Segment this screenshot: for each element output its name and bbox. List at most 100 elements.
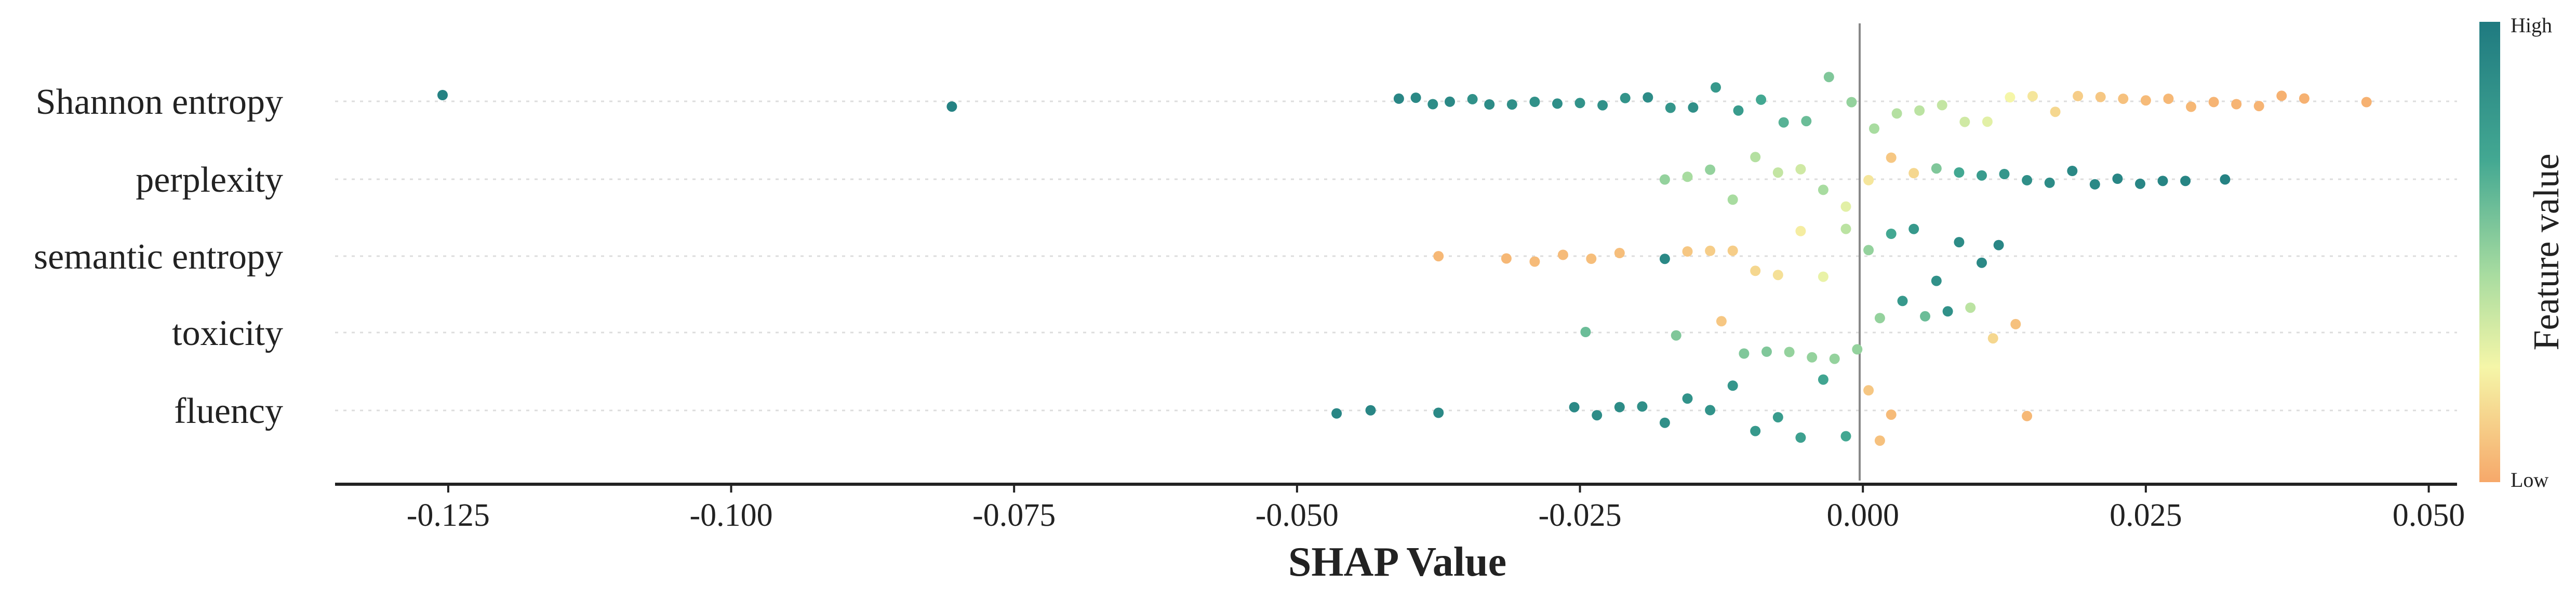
- shap-point: [1756, 94, 1767, 105]
- x-tick-label: -0.075: [972, 498, 1056, 533]
- feature-label: toxicity: [172, 313, 283, 353]
- shap-point: [1886, 229, 1897, 239]
- shap-point: [1982, 116, 1993, 127]
- shap-point: [1840, 431, 1851, 442]
- shap-point: [1920, 311, 1930, 322]
- shap-point: [1739, 348, 1750, 359]
- feature-label: semantic entropy: [34, 237, 283, 277]
- shap-point: [1506, 99, 1517, 110]
- shap-point: [1705, 245, 1716, 256]
- shap-point: [1688, 102, 1699, 113]
- shap-point: [2231, 99, 2242, 110]
- shap-point: [1750, 265, 1761, 276]
- shap-point: [1705, 405, 1716, 416]
- shap-point: [1863, 175, 1874, 185]
- shap-point: [1801, 116, 1812, 127]
- shap-point: [2027, 91, 2038, 102]
- shap-point: [1840, 223, 1851, 234]
- shap-point: [2253, 101, 2264, 112]
- shap-point: [1931, 275, 1942, 286]
- shap-point: [1965, 302, 1976, 313]
- shap-point: [2118, 94, 2129, 104]
- y-axis-feature-labels: Shannon entropy perplexity semantic entrop…: [34, 82, 283, 431]
- shap-point: [1682, 393, 1693, 404]
- shap-point: [2022, 410, 2033, 421]
- shap-point: [1908, 223, 1919, 234]
- feature-label: fluency: [174, 391, 283, 431]
- shap-point: [1750, 426, 1761, 436]
- row-gridlines: [335, 100, 2457, 411]
- shap-point: [1529, 97, 1540, 107]
- shap-point: [2089, 179, 2100, 190]
- shap-point: [1445, 96, 1455, 107]
- colorbar-title: Feature value: [2527, 154, 2567, 351]
- shap-point: [1331, 408, 1342, 419]
- shap-point: [1614, 248, 1625, 258]
- shap-point: [2050, 107, 2061, 117]
- colorbar: [2479, 22, 2500, 482]
- shap-point: [1784, 347, 1795, 357]
- shap-point: [1501, 253, 1512, 264]
- shap-point: [1552, 98, 1563, 109]
- shap-point: [2163, 94, 2174, 104]
- shap-point: [2208, 97, 2219, 108]
- shap-point: [1597, 100, 1608, 111]
- shap-point: [1977, 257, 1987, 268]
- shap-point: [1852, 344, 1863, 355]
- shap-point: [1365, 405, 1376, 416]
- shap-point: [2220, 174, 2231, 185]
- shap-point: [1772, 167, 1783, 178]
- shap-point: [1795, 164, 1806, 175]
- shap-point: [1557, 249, 1568, 260]
- shap-point: [1433, 251, 1444, 262]
- x-tick-label: -0.125: [407, 498, 490, 533]
- shap-point: [1846, 97, 1857, 108]
- shap-point: [1733, 105, 1744, 116]
- shap-point: [1682, 246, 1693, 257]
- shap-point: [1874, 435, 1885, 446]
- shap-point: [2135, 178, 2145, 189]
- shap-point: [1874, 313, 1885, 324]
- shap-point: [1716, 316, 1727, 327]
- shap-point: [1682, 171, 1693, 182]
- shap-point: [2044, 177, 2055, 188]
- shap-point: [1959, 116, 1970, 127]
- shap-point: [1999, 169, 2010, 179]
- shap-point: [1705, 164, 1716, 175]
- x-tick-label: 0.000: [1826, 498, 1899, 533]
- shap-point: [1727, 380, 1738, 391]
- shap-point: [1427, 99, 1438, 110]
- colorbar-low-label: Low: [2511, 468, 2548, 491]
- shap-point: [2276, 90, 2287, 101]
- shap-point: [1484, 99, 1495, 110]
- feature-label: perplexity: [136, 160, 283, 200]
- shap-point: [2361, 97, 2372, 108]
- shap-point: [1614, 402, 1625, 413]
- shap-point: [1393, 93, 1404, 104]
- shap-point: [1659, 254, 1670, 264]
- shap-point: [1993, 240, 2004, 250]
- shap-point: [1818, 271, 1828, 282]
- shap-point: [2073, 90, 2084, 101]
- shap-point: [1410, 92, 1421, 103]
- shap-point: [437, 90, 448, 100]
- shap-point: [2180, 176, 2191, 187]
- shap-point: [2157, 176, 2168, 187]
- shap-point: [1869, 123, 1879, 134]
- shap-point: [1671, 330, 1681, 341]
- shap-point: [2140, 95, 2151, 106]
- feature-label: Shannon entropy: [36, 82, 283, 122]
- shap-point: [1665, 102, 1676, 113]
- x-tick-label: 0.050: [2393, 498, 2465, 533]
- shap-point: [1433, 407, 1444, 418]
- shap-point: [1823, 72, 1834, 83]
- x-tick-label: -0.050: [1256, 498, 1339, 533]
- shap-point: [1580, 327, 1591, 337]
- shap-point: [1954, 167, 1965, 178]
- shap-point: [1761, 346, 1772, 357]
- shap-point: [2010, 318, 2021, 329]
- shap-point: [1569, 402, 1580, 413]
- shap-point: [1772, 412, 1783, 423]
- shap-point: [1529, 256, 1540, 267]
- shap-point: [1977, 170, 1987, 181]
